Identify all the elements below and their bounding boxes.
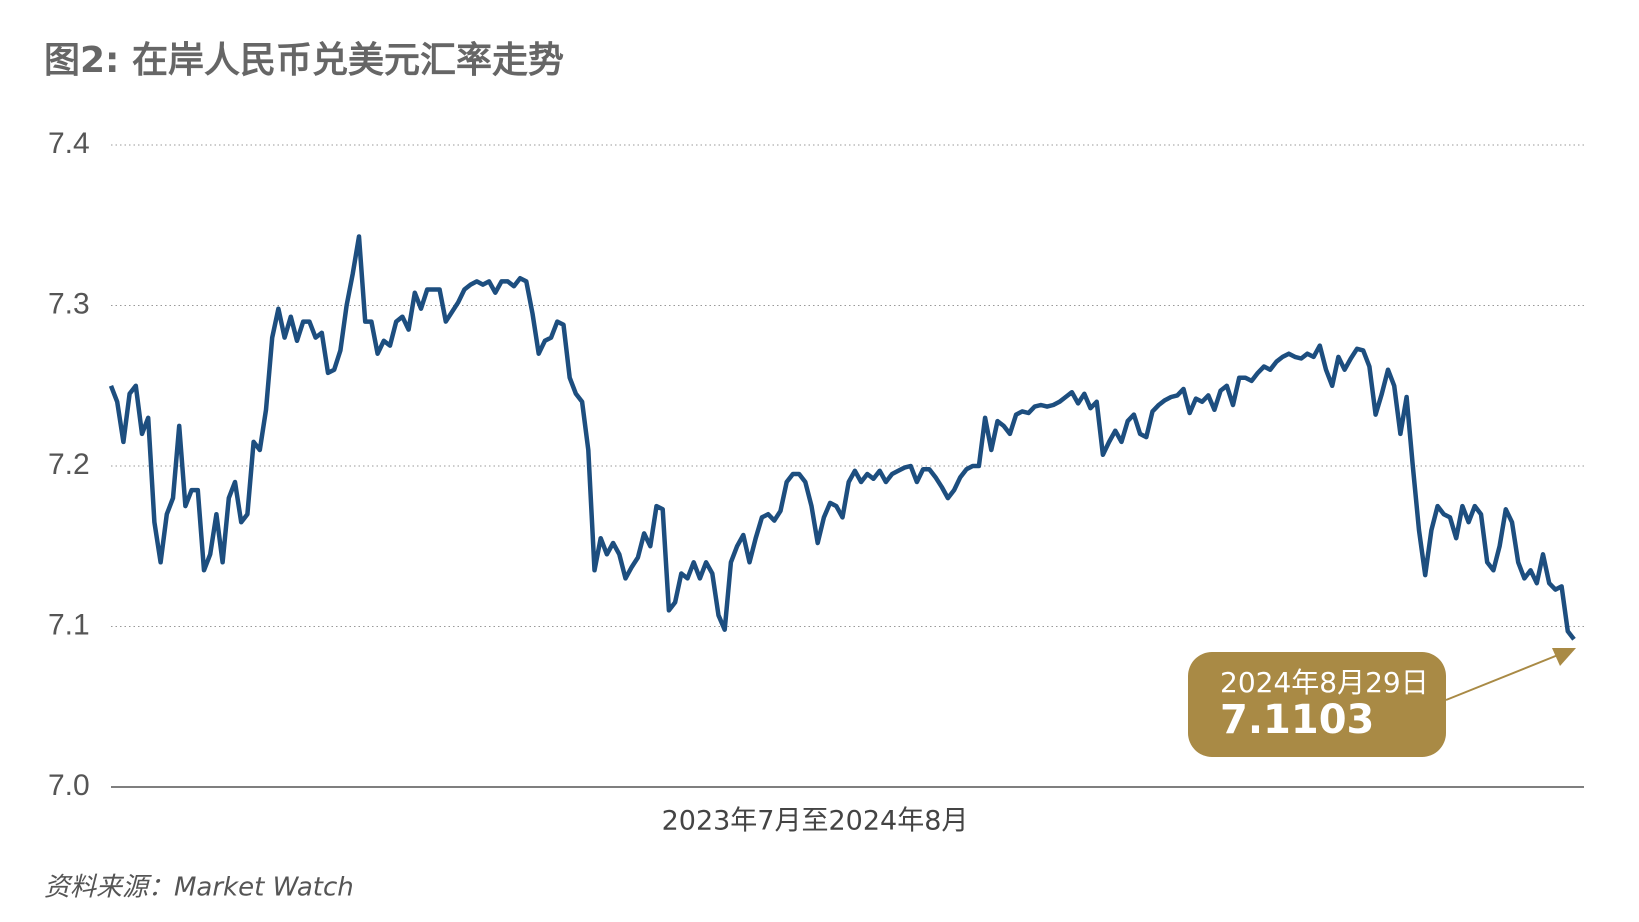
annotation-date: 2024年8月29日	[1220, 666, 1429, 699]
annotation: 2024年8月29日 7.1103	[1188, 648, 1576, 757]
arrow-head	[1552, 648, 1576, 666]
plot-area	[108, 234, 1576, 641]
data-line	[108, 234, 1576, 641]
annotation-arrow	[1445, 650, 1569, 701]
annotation-box	[1188, 652, 1446, 757]
y-tick-label: 7.4	[48, 127, 90, 160]
y-tick-label: 7.0	[48, 769, 90, 802]
x-axis-label: 2023年7月至2024年8月	[662, 806, 969, 837]
grid: 7.0 7.1 7.2 7.3 7.4	[48, 127, 1584, 802]
chart-title: 图2: 在岸人民币兑美元汇率走势	[44, 40, 564, 81]
y-tick-label: 7.3	[48, 287, 90, 320]
y-tick-label: 7.2	[48, 448, 90, 481]
annotation-value: 7.1103	[1220, 697, 1374, 743]
y-tick-label: 7.1	[48, 608, 90, 641]
source-note: 资料来源：Market Watch	[44, 873, 354, 903]
